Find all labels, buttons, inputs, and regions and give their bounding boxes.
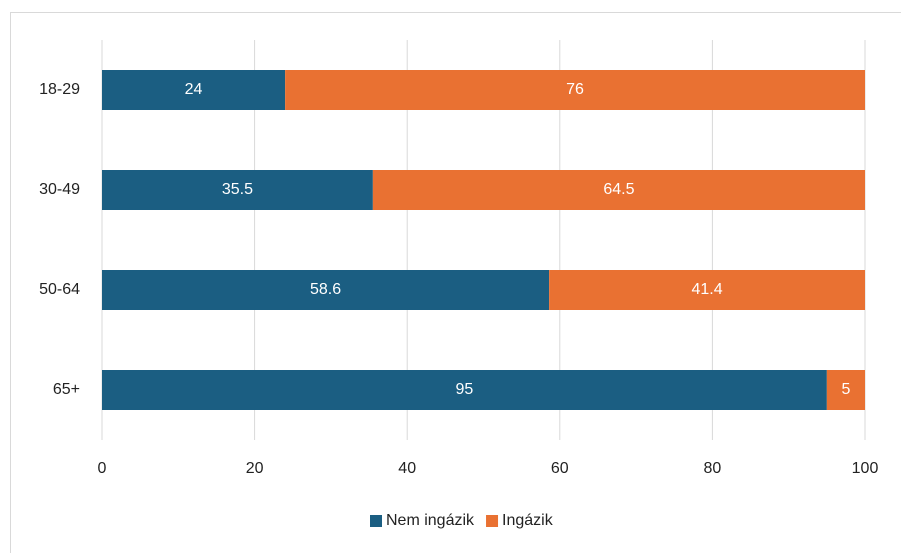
data-label: 76 xyxy=(566,81,584,98)
legend-swatch xyxy=(486,515,499,527)
y-tick-label: 18-29 xyxy=(39,81,80,98)
x-tick-label: 20 xyxy=(246,460,264,477)
bar xyxy=(102,70,286,110)
y-tick-label: 30-49 xyxy=(39,181,80,198)
data-label: 24 xyxy=(185,81,203,98)
bar xyxy=(826,370,865,410)
bar xyxy=(102,370,827,410)
data-label: 64.5 xyxy=(603,181,634,198)
x-tick-label: 60 xyxy=(551,460,569,477)
legend-label: Ingázik xyxy=(502,512,554,529)
x-tick-label: 0 xyxy=(98,460,107,477)
data-label: 5 xyxy=(841,381,850,398)
data-label: 58.6 xyxy=(310,281,341,298)
bar xyxy=(372,170,865,210)
bar xyxy=(102,270,550,310)
data-label: 41.4 xyxy=(691,281,722,298)
x-tick-label: 100 xyxy=(852,460,879,477)
bar xyxy=(102,170,373,210)
bar xyxy=(549,270,865,310)
y-tick-label: 65+ xyxy=(53,381,80,398)
chart-frame xyxy=(10,12,901,553)
legend-swatch xyxy=(370,515,382,527)
data-label: 35.5 xyxy=(222,181,253,198)
x-tick-label: 40 xyxy=(398,460,416,477)
y-tick-label: 50-64 xyxy=(39,281,80,298)
bar xyxy=(285,70,865,110)
legend-label: Nem ingázik xyxy=(386,512,475,529)
x-tick-label: 80 xyxy=(704,460,722,477)
data-label: 95 xyxy=(456,381,474,398)
